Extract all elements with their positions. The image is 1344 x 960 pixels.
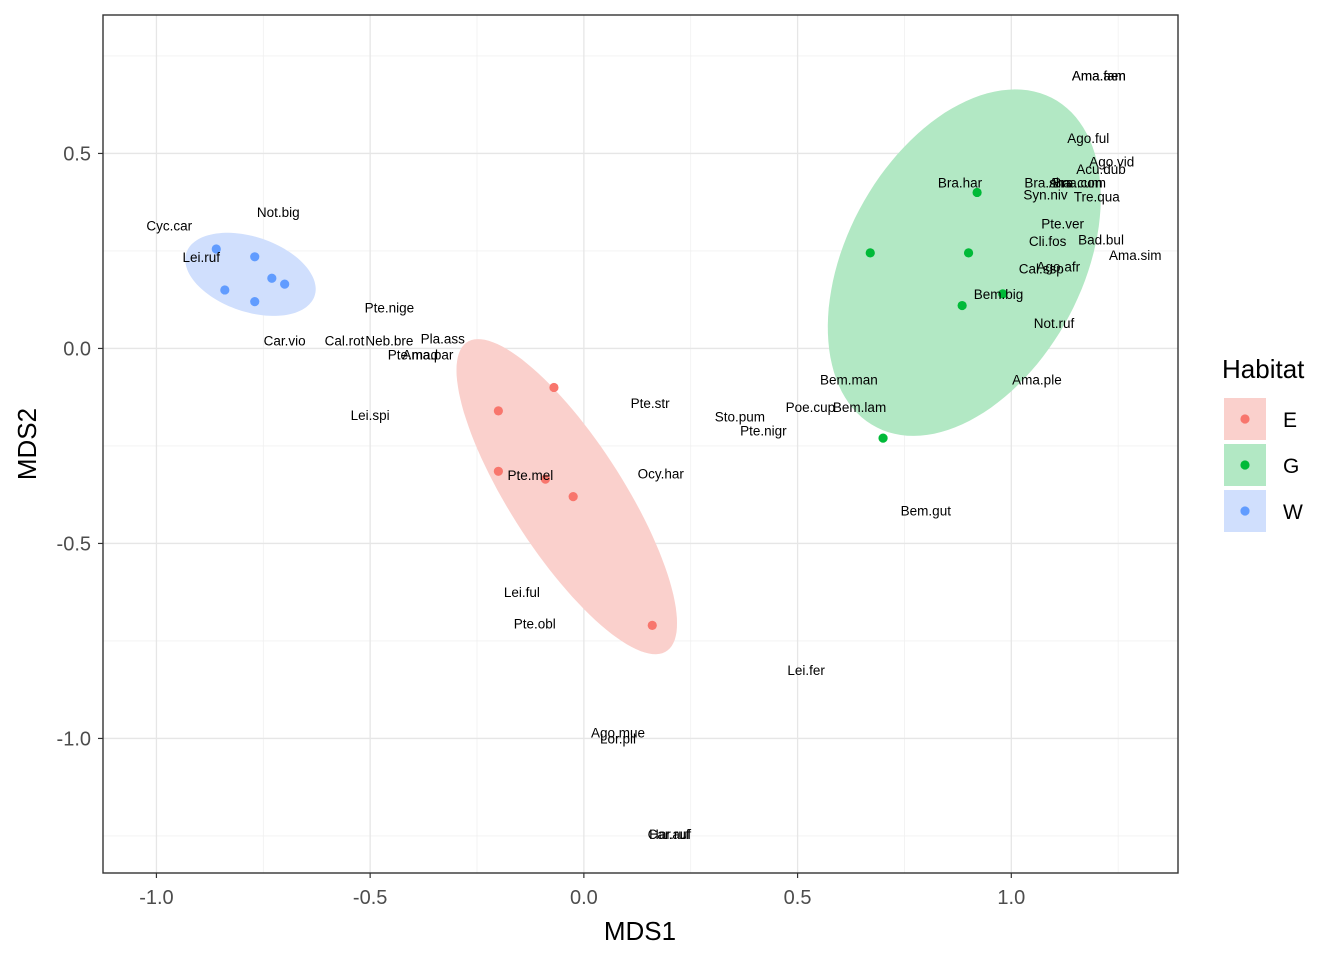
site-point-G — [963, 248, 974, 258]
x-tick-label: -0.5 — [353, 887, 387, 909]
species-label: Cyc.car — [146, 219, 192, 234]
species-label: Bem.lam — [833, 400, 886, 415]
legend-title: Habitat — [1222, 354, 1305, 384]
species-label: Acu.dub — [1076, 162, 1126, 177]
species-label: Pte.mel — [508, 468, 554, 483]
species-label: Bra.cum — [1052, 176, 1102, 191]
site-point-W — [250, 297, 260, 307]
y-axis: 0.5 0.0 -0.5 -1.0 — [57, 143, 103, 750]
species-label: Not.ruf — [1034, 316, 1075, 331]
species-label: Ago.mue — [591, 726, 645, 741]
ellipse-E — [456, 339, 677, 655]
site-point-W — [280, 279, 290, 289]
legend-label-G: G — [1283, 455, 1299, 478]
legend-point-G — [1240, 460, 1250, 470]
legend-point-W — [1240, 506, 1250, 516]
y-tick-label: 0.5 — [63, 143, 91, 165]
species-label: Neb.bre — [365, 334, 413, 349]
site-point-G — [998, 289, 1008, 299]
species-label: Syn.niv — [1023, 187, 1068, 202]
site-point-E — [647, 620, 657, 630]
site-point-E — [540, 474, 550, 484]
legend: Habitat EGW — [1222, 354, 1305, 532]
x-tick-label: -1.0 — [139, 887, 173, 909]
species-label: Pte.nige — [365, 301, 415, 316]
site-point-E — [493, 466, 503, 476]
site-point-W — [211, 244, 221, 254]
legend-point-E — [1240, 414, 1250, 424]
species-label: Bem.gut — [901, 503, 952, 518]
x-axis: -1.0 -0.5 0.0 0.5 1.0 — [139, 873, 1025, 909]
species-label: Pla.ass — [421, 332, 466, 347]
species-label: Car.vio — [264, 334, 306, 349]
species-label: Pte.ver — [1041, 217, 1084, 232]
species-label: Cal.ssp — [1019, 262, 1064, 277]
site-points — [211, 187, 1008, 630]
y-tick-label: 0.0 — [63, 338, 91, 360]
x-tick-label: 1.0 — [997, 887, 1025, 909]
site-point-G — [957, 300, 967, 311]
species-label: Ago.afr — [1037, 260, 1081, 275]
site-point-W — [267, 273, 277, 283]
ellipse-G — [827, 89, 1101, 436]
species-label: Pte.mad — [388, 347, 438, 362]
species-label: Ama.fam — [1072, 68, 1126, 83]
species-label: Pte.nigr — [740, 423, 787, 438]
site-point-W — [220, 285, 230, 295]
species-label: Lei.spi — [351, 408, 390, 423]
ellipse-W — [185, 232, 316, 316]
species-label: Ama.aen — [1072, 68, 1126, 83]
legend-label-E: E — [1283, 409, 1297, 432]
y-axis-title: MDS2 — [12, 408, 42, 480]
x-tick-label: 0.0 — [570, 887, 598, 909]
species-label: Bra.sha — [1024, 176, 1071, 191]
species-label: Ama.com — [1049, 176, 1106, 191]
species-label: Bra.har — [938, 176, 983, 191]
y-tick-label: -1.0 — [57, 728, 91, 750]
ellipses — [185, 89, 1101, 655]
species-label: Bem.man — [820, 373, 878, 388]
species-label: Ama.sim — [1109, 248, 1162, 263]
species-label: Bem.big — [974, 287, 1024, 302]
species-label: Ago.vid — [1089, 154, 1134, 169]
panel-border — [102, 14, 1179, 874]
species-label: Bad.bul — [1078, 232, 1124, 247]
species-label: Pte.obl — [514, 616, 556, 631]
species-label: Ocy.har — [638, 466, 685, 481]
y-tick-label: -0.5 — [57, 533, 91, 555]
site-point-G — [865, 248, 875, 258]
site-point-E — [493, 406, 503, 416]
species-label: Har.ruf — [649, 827, 690, 842]
species-label: Tre.qua — [1074, 189, 1121, 204]
site-point-E — [549, 382, 559, 393]
x-tick-label: 0.5 — [784, 887, 812, 909]
site-point-E — [568, 492, 578, 502]
species-label: Sto.pum — [715, 410, 765, 425]
species-label: Car.auf — [648, 827, 692, 842]
species-label: Pte.str — [631, 396, 671, 411]
species-label: Ama.ple — [1012, 373, 1062, 388]
species-label: Poe.cup — [786, 400, 836, 415]
species-label: Lei.ruf — [183, 250, 221, 265]
species-label: Lor.pil — [600, 731, 636, 746]
species-label: Ago.ful — [1067, 131, 1109, 146]
species-label: Ama.par — [402, 347, 454, 362]
site-point-G — [878, 433, 888, 443]
species-label: Cli.fos — [1029, 234, 1067, 249]
species-label: Lei.ful — [504, 585, 540, 600]
legend-label-W: W — [1283, 501, 1303, 524]
species-label: Not.big — [257, 205, 300, 220]
site-point-W — [250, 252, 260, 262]
site-point-G — [972, 187, 982, 198]
species-label: Cal.rot — [325, 334, 365, 349]
x-axis-title: MDS1 — [604, 916, 676, 946]
species-label: Lei.fer — [787, 663, 825, 678]
